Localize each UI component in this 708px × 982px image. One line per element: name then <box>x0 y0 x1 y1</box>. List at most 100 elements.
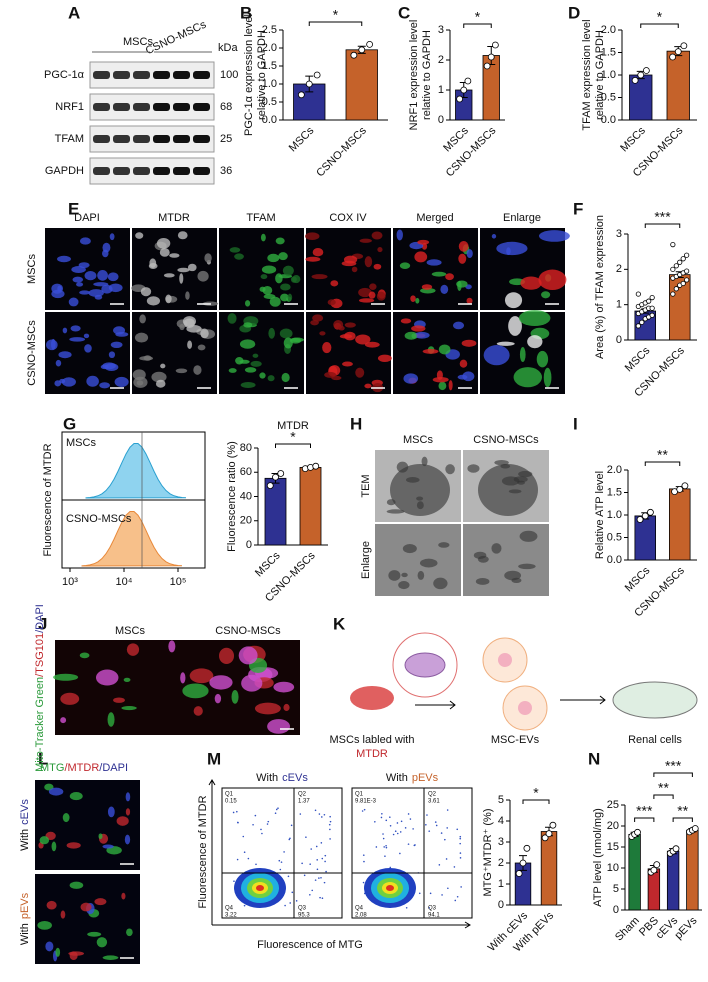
cell <box>377 354 392 363</box>
cell <box>177 267 190 273</box>
cell <box>209 675 233 690</box>
data-point <box>647 508 654 516</box>
cell <box>459 359 468 368</box>
cell <box>46 900 57 910</box>
quadrant-value: 3.61 <box>428 799 440 805</box>
cell <box>254 702 281 715</box>
panel-label: H <box>350 414 362 433</box>
organelle <box>475 578 490 585</box>
band <box>193 135 210 143</box>
event <box>299 813 302 815</box>
cell <box>461 339 477 347</box>
cell <box>186 324 202 333</box>
cell <box>491 234 497 239</box>
cell <box>283 703 290 712</box>
cell <box>275 237 285 245</box>
event <box>287 875 290 878</box>
cell <box>139 314 146 324</box>
event <box>363 860 365 863</box>
cell <box>518 310 551 327</box>
cell <box>282 265 294 276</box>
cell <box>456 280 468 288</box>
y-tick-label: 20 <box>240 515 252 527</box>
cell <box>239 359 250 364</box>
cell <box>79 290 91 295</box>
cell <box>140 287 152 297</box>
micrograph <box>393 228 478 310</box>
event <box>324 854 327 857</box>
significance-bracket <box>463 23 492 28</box>
cell <box>244 367 257 373</box>
cell <box>281 372 290 383</box>
cell <box>109 233 115 241</box>
data-point <box>680 256 686 262</box>
cell <box>452 321 465 330</box>
event <box>301 862 303 865</box>
data-point <box>635 323 641 329</box>
event <box>316 868 319 871</box>
mitochondrion <box>404 652 446 678</box>
organelle <box>421 456 428 467</box>
cell <box>80 902 92 912</box>
cell <box>107 272 119 282</box>
band <box>93 135 110 143</box>
event <box>381 812 383 815</box>
organelle <box>467 464 480 473</box>
y-tick-label: 0 <box>438 114 444 126</box>
cell <box>84 270 97 281</box>
organelle <box>491 543 502 554</box>
cell <box>260 233 266 242</box>
y-tick-label: 1 <box>498 878 504 890</box>
cell <box>267 719 291 734</box>
stain-part: /DAPI <box>34 604 46 633</box>
column-label: TFAM <box>246 212 275 224</box>
cell <box>104 363 119 372</box>
event <box>309 893 311 896</box>
event <box>446 827 449 829</box>
quadrant-name: Q1 <box>225 792 234 798</box>
x-tick-label: MSCs <box>618 124 648 154</box>
panel-label: L <box>38 749 48 768</box>
data-point <box>670 266 676 272</box>
cell <box>126 928 133 937</box>
band <box>173 135 190 143</box>
cell <box>240 381 256 388</box>
event <box>232 811 235 814</box>
event <box>396 822 399 824</box>
event <box>236 810 238 813</box>
column-label: CSNO-MSCs <box>215 625 281 637</box>
cell <box>61 377 76 387</box>
data-point <box>313 71 321 79</box>
x-tick-label: 10³ <box>62 576 78 588</box>
event <box>428 907 430 909</box>
y-tick-label: 2.0 <box>262 42 277 54</box>
cell <box>98 833 103 840</box>
band <box>133 103 150 111</box>
y-tick-label: 2 <box>616 263 622 275</box>
cell <box>466 249 473 259</box>
band <box>173 167 190 175</box>
cell <box>69 951 78 961</box>
data-point <box>649 294 655 301</box>
cell <box>411 333 417 339</box>
cell <box>399 262 411 270</box>
y-tick-label: 1.5 <box>601 46 616 58</box>
significance-bracket <box>653 794 674 799</box>
axis-arrow <box>208 779 471 929</box>
event <box>385 846 388 849</box>
organelle <box>386 509 405 514</box>
micrograph <box>219 312 304 394</box>
cell <box>139 356 154 361</box>
cell <box>114 376 129 387</box>
organelle <box>416 496 424 501</box>
event <box>375 846 378 848</box>
data-point <box>641 512 649 520</box>
data-point <box>277 470 285 477</box>
x-tick-label: CSNO-MSCs <box>314 124 369 179</box>
data-point <box>684 268 690 274</box>
panel-label: D <box>568 3 580 22</box>
event <box>392 833 395 836</box>
data-point <box>676 485 684 493</box>
cell <box>60 910 66 919</box>
cell <box>377 246 383 253</box>
